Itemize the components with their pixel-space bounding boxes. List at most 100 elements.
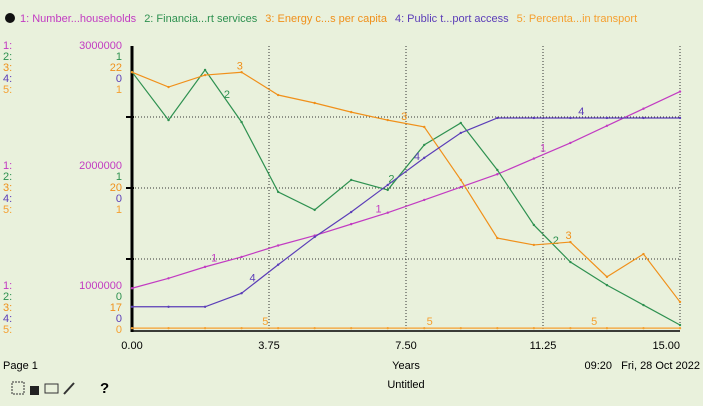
data-point: [569, 240, 572, 244]
time: 09:20: [584, 360, 612, 372]
y-tick-label: 1: [116, 51, 122, 63]
data-point: [130, 287, 134, 290]
line-label: 3: [566, 230, 572, 242]
data-point: [642, 116, 645, 120]
line-label: 1: [376, 203, 382, 215]
y-axis-key: 3:: [3, 302, 12, 314]
legend-entry: 1: Number...households: [20, 13, 137, 25]
data-point: [569, 116, 572, 120]
data-point: [678, 323, 682, 327]
data-point: [167, 326, 170, 330]
data-point: [386, 188, 389, 192]
y-tick-label: 0: [116, 193, 122, 205]
data-point: [203, 265, 207, 269]
line-label: 5: [591, 316, 597, 328]
data-point: [276, 263, 280, 266]
data-point: [386, 326, 389, 330]
y-tick-label: 3000000: [79, 40, 122, 52]
data-point: [130, 71, 134, 74]
y-axis-key: 3:: [3, 62, 12, 74]
data-point: [203, 68, 207, 72]
data-point: [605, 124, 609, 128]
x-tick-label: 7.50: [395, 340, 416, 352]
y-tick-label: 0: [116, 324, 122, 336]
line-label: 1: [211, 252, 217, 264]
print-tool[interactable]: [44, 383, 59, 394]
line-label: 2: [224, 89, 230, 101]
data-point: [496, 116, 499, 120]
line-label: 4: [249, 273, 255, 285]
y-tick-label: 1: [116, 171, 122, 183]
y-tick-label: 0: [116, 313, 122, 325]
page-label: Page 1: [3, 360, 38, 372]
help-button[interactable]: ?: [100, 380, 109, 397]
y-tick-label: 0: [116, 291, 122, 303]
line-label: 4: [578, 106, 584, 118]
data-point: [423, 143, 426, 147]
data-point: [350, 222, 353, 226]
y-tick-label: 2000000: [79, 160, 122, 172]
data-point: [386, 118, 389, 122]
y-tick-label: 1: [116, 84, 122, 96]
line-label: 2: [388, 173, 394, 185]
wand-tool[interactable]: [63, 382, 75, 395]
y-tick-label: 22: [110, 62, 122, 74]
data-point: [605, 275, 609, 279]
legend-entry: 5: Percenta...in transport: [517, 13, 637, 25]
data-point: [240, 120, 243, 124]
data-point: [313, 235, 316, 239]
line-label: 5: [262, 316, 268, 328]
data-point: [642, 303, 645, 307]
data-point: [386, 211, 389, 214]
y-axis-key: 5:: [3, 324, 12, 336]
y-tick-label: 20: [110, 182, 122, 194]
select-tool[interactable]: [11, 381, 25, 395]
y-tick-label: 0: [116, 73, 122, 85]
date: Fri, 28 Oct 2022: [621, 360, 700, 372]
line-label: 1: [540, 143, 546, 155]
data-point: [532, 223, 536, 227]
data-point: [167, 305, 170, 308]
graph-pin-icon[interactable]: [5, 13, 15, 23]
x-tick-label: 3.75: [258, 340, 279, 352]
line-label: 5: [427, 316, 433, 328]
data-point: [203, 326, 207, 330]
data-point: [459, 121, 462, 125]
model-title: Untitled: [387, 379, 424, 391]
data-point: [276, 326, 280, 330]
line-label: 3: [237, 60, 243, 72]
data-point: [350, 326, 353, 330]
y-tick-label: 1000000: [79, 280, 122, 292]
data-point: [240, 326, 243, 330]
x-tick-label: 15.00: [652, 340, 680, 352]
data-point: [240, 255, 243, 259]
y-tick-label: 17: [110, 302, 122, 314]
series-line: [131, 91, 681, 289]
data-point: [167, 85, 170, 89]
lock-tool[interactable]: [30, 386, 39, 395]
data-point: [313, 326, 316, 330]
data-point: [130, 305, 134, 308]
series-line: [132, 117, 680, 308]
data-point: [532, 326, 536, 330]
data-point: [350, 110, 353, 114]
y-axis-key: 2:: [3, 291, 12, 303]
x-tick-label: 11.25: [530, 340, 557, 352]
y-axis-key: 3:: [3, 182, 12, 194]
y-axis-key: 2:: [3, 51, 12, 63]
data-point: [423, 156, 426, 160]
data-point: [605, 283, 609, 287]
y-axis-key: 5:: [3, 84, 12, 96]
y-tick-label: 1: [116, 204, 122, 216]
data-point: [203, 305, 207, 308]
data-point: [459, 185, 462, 189]
data-point: [532, 157, 536, 160]
data-point: [678, 90, 682, 93]
y-axis-key: 4:: [3, 193, 12, 205]
data-point: [167, 277, 170, 280]
y-axis-key: 5:: [3, 204, 12, 216]
data-point: [350, 178, 353, 182]
data-point: [459, 326, 462, 330]
data-point: [276, 190, 280, 194]
